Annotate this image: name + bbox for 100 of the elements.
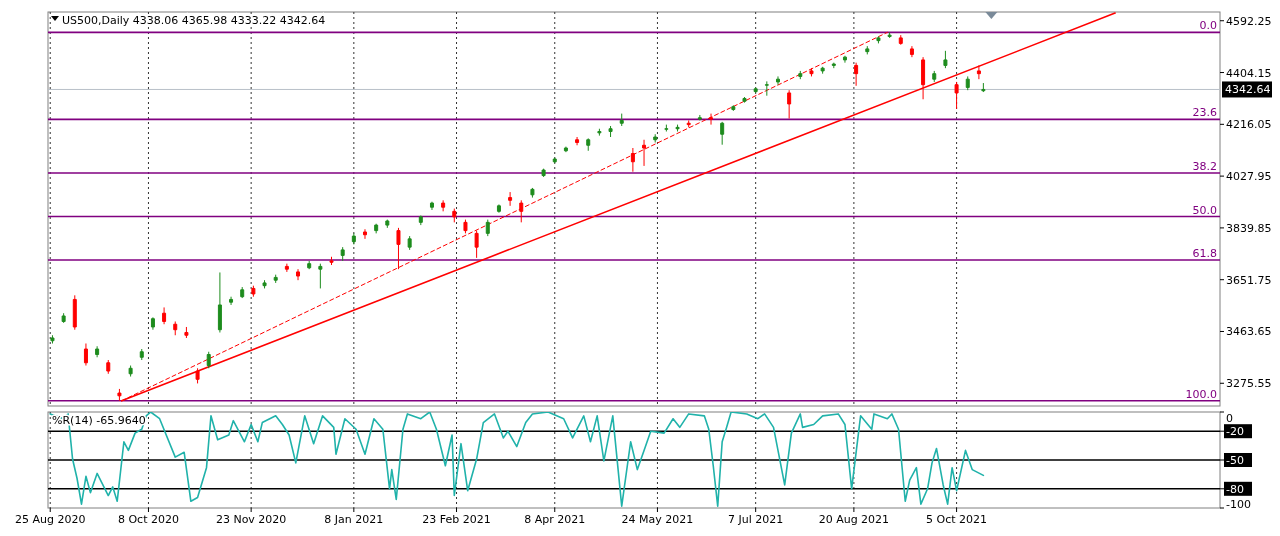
candlestick (340, 246, 345, 262)
candlestick (284, 263, 289, 273)
candlestick (50, 334, 55, 344)
candlestick (586, 137, 591, 152)
candlestick (385, 219, 390, 229)
candlestick (630, 147, 635, 173)
y-tick-label: 0 (1226, 412, 1233, 425)
y-tick-label: 4027.95 (1226, 170, 1272, 184)
annotation: 100.0 (1185, 387, 1217, 401)
candlestick (608, 125, 613, 138)
candlestick (943, 50, 948, 69)
x-tick-label: 8 Jan 2021 (324, 513, 384, 526)
candlestick (664, 124, 669, 132)
candlestick (597, 128, 602, 137)
candlestick (251, 285, 256, 298)
candlestick (563, 146, 568, 153)
annotation: 38.2 (1192, 160, 1217, 174)
annotation: 0.0 (1199, 19, 1217, 33)
candlestick (273, 274, 278, 284)
candlestick (351, 232, 356, 245)
x-tick-label: 23 Feb 2021 (422, 513, 491, 526)
candlestick (742, 96, 747, 104)
candlestick (128, 365, 133, 378)
candlestick (485, 219, 490, 237)
candlestick (619, 113, 624, 127)
candlestick (876, 36, 881, 44)
annotation: 61.8 (1192, 247, 1217, 261)
x-tick-label: 8 Apr 2021 (524, 513, 586, 526)
candlestick (775, 75, 780, 86)
candlestick (887, 31, 892, 39)
candlestick (854, 62, 859, 87)
candlestick (150, 316, 155, 331)
candlestick (981, 82, 986, 93)
candlestick (787, 89, 792, 120)
candlestick (318, 263, 323, 289)
candlestick (229, 296, 234, 306)
candlestick (921, 56, 926, 100)
candlestick (83, 343, 88, 367)
annotation: 50.0 (1192, 203, 1217, 217)
y-tick-label: 3651.75 (1226, 273, 1272, 287)
candlestick (686, 119, 691, 128)
y-tick-label: -100 (1226, 498, 1251, 511)
candlestick (575, 136, 580, 146)
candlestick (831, 62, 836, 69)
y-tick-label: 4592.25 (1226, 14, 1272, 28)
candlestick (429, 201, 434, 211)
candlestick (764, 80, 769, 97)
y-tick-label: -50 (1226, 454, 1244, 467)
y-tick-label: 3275.55 (1226, 377, 1272, 391)
x-tick-label: 25 Aug 2020 (15, 513, 86, 526)
candlestick (61, 312, 66, 324)
candlestick (519, 199, 524, 223)
x-tick-label: 8 Oct 2020 (117, 513, 179, 526)
candlestick (552, 157, 557, 164)
candlestick (217, 271, 222, 333)
candlestick (842, 55, 847, 64)
candlestick (95, 345, 100, 358)
candlestick (496, 203, 501, 214)
candlestick (418, 214, 423, 226)
x-tick-label: 7 Jul 2021 (728, 513, 784, 526)
candlestick (798, 70, 803, 80)
candlestick (820, 66, 825, 75)
candlestick (184, 326, 189, 339)
x-tick-label: 24 May 2021 (621, 513, 694, 526)
y-tick-label: 4216.05 (1226, 118, 1272, 132)
candlestick (72, 294, 77, 331)
candlestick (463, 219, 468, 234)
candlestick (932, 70, 937, 83)
line-series (49, 412, 985, 507)
candlestick (530, 187, 535, 199)
candlestick (307, 260, 312, 270)
candlestick (363, 228, 367, 240)
candlestick (675, 124, 680, 132)
x-tick-label: 20 Aug 2021 (818, 513, 890, 526)
candlestick (709, 113, 714, 126)
y-tick-label: 3463.65 (1226, 325, 1272, 339)
y-tick-label: -20 (1226, 425, 1244, 439)
candlestick (976, 64, 981, 80)
candlestick (753, 86, 758, 94)
candlestick (954, 81, 959, 110)
x-tick-label: 23 Nov 2020 (215, 513, 287, 526)
candlestick (474, 230, 479, 259)
candlestick (139, 348, 144, 361)
x-tick-label: 5 Oct 2021 (926, 513, 988, 526)
candlestick (329, 256, 334, 266)
y-tick-label: -80 (1226, 482, 1244, 496)
candlestick (642, 139, 647, 167)
candlestick (162, 306, 167, 325)
candlestick (173, 320, 178, 336)
chart-title: US500,Daily 4338.06 4365.98 4333.22 4342.64 (62, 14, 326, 27)
candlestick (106, 359, 111, 375)
candlestick (262, 279, 267, 289)
candlestick (865, 45, 870, 55)
candlestick (653, 133, 658, 144)
candlestick (898, 34, 903, 46)
candlestick (697, 114, 702, 121)
ref-line-label: 4342.64 (1225, 83, 1271, 97)
candlestick (508, 191, 513, 207)
candlestick (240, 286, 245, 299)
candlestick (407, 235, 412, 251)
